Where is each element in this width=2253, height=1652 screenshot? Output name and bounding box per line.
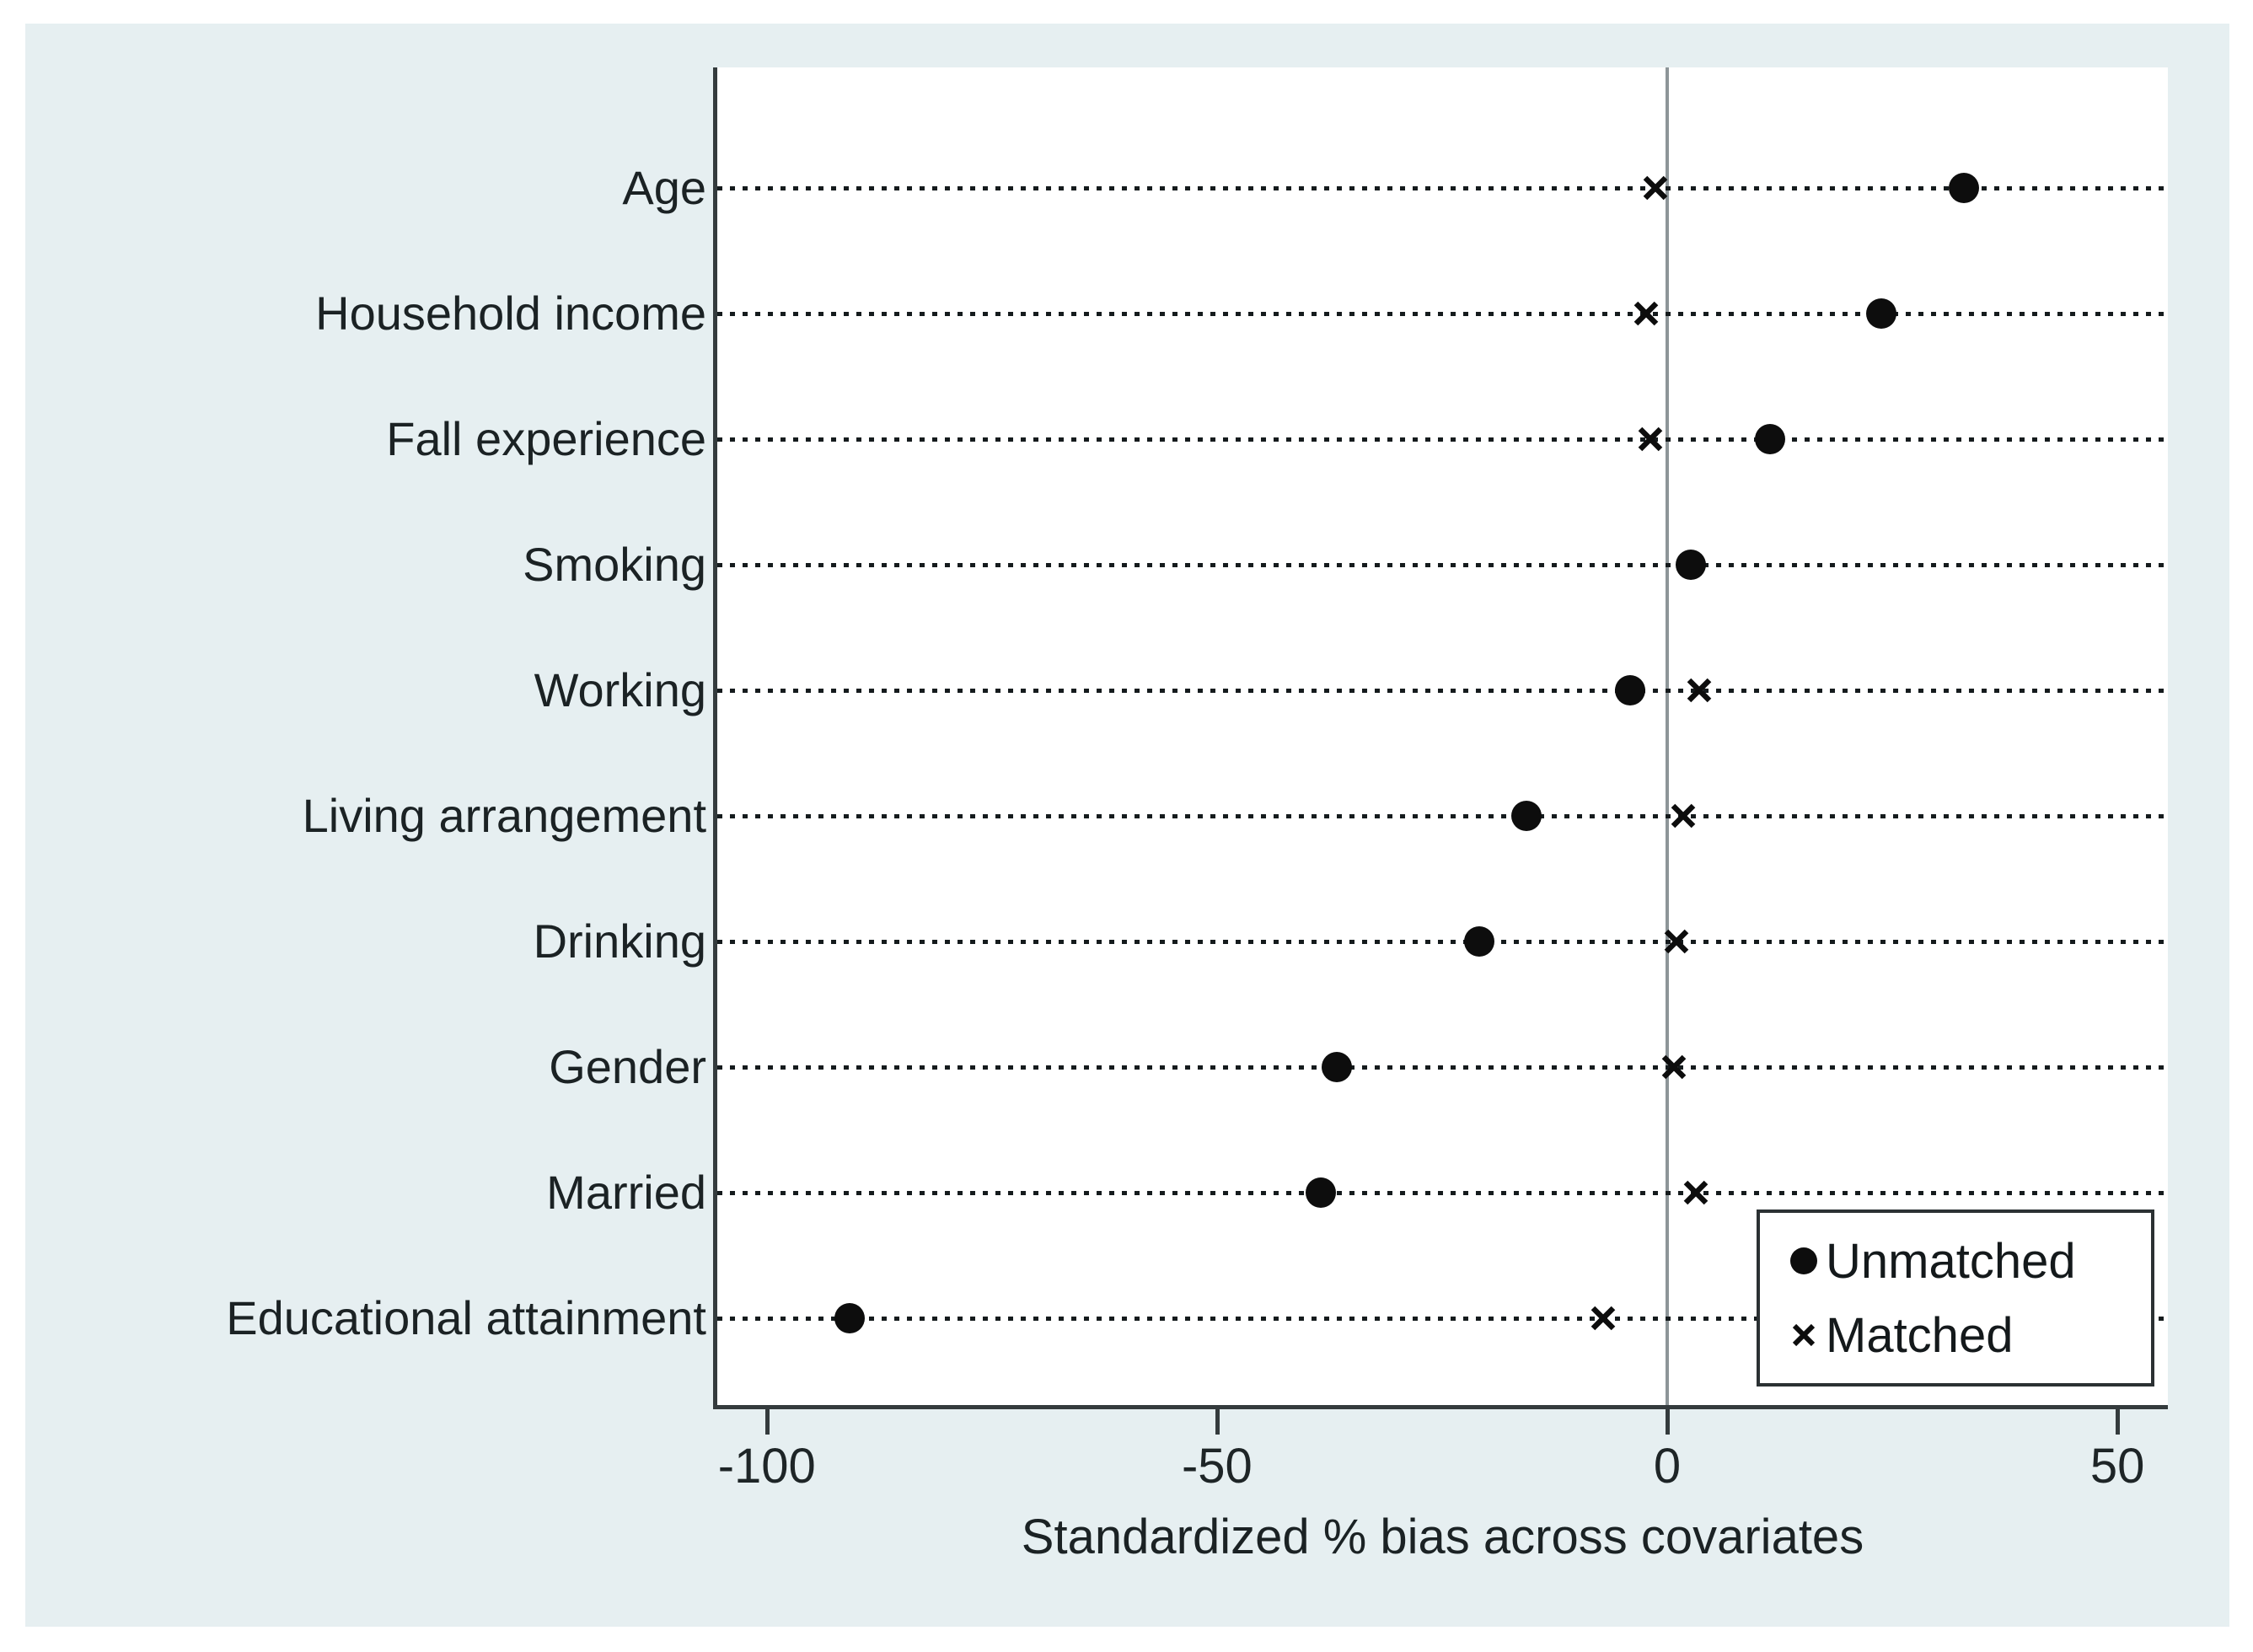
x-axis-tick: [1666, 1409, 1671, 1435]
marker-matched: [1636, 425, 1665, 453]
plot-area: [717, 67, 2168, 1405]
x-axis-line: [713, 1405, 2168, 1409]
row-dotted-line: [717, 1065, 2168, 1070]
marker-matched: [1662, 927, 1691, 956]
legend-label-matched: Matched: [1826, 1307, 2014, 1363]
marker-unmatched: [1321, 1052, 1352, 1082]
legend-item-matched: Matched: [1782, 1302, 2151, 1368]
marker-matched: [1632, 299, 1660, 328]
marker-unmatched: [1305, 1177, 1336, 1208]
marker-matched: [1660, 1053, 1688, 1081]
category-label: Age: [622, 161, 706, 214]
row-dotted-line: [717, 563, 2168, 567]
marker-matched: [1682, 1178, 1710, 1207]
marker-matched: [1685, 676, 1714, 705]
row-dotted-line: [717, 1191, 2168, 1195]
x-marker-icon: [1782, 1322, 1826, 1348]
category-label: Working: [534, 663, 706, 716]
x-axis-tick-label: 50: [2089, 1439, 2145, 1494]
x-axis-tick: [1215, 1409, 1220, 1435]
row-dotted-line: [717, 186, 2168, 190]
legend-label-unmatched: Unmatched: [1826, 1233, 2076, 1289]
row-dotted-line: [717, 1317, 2168, 1321]
category-label: Married: [546, 1166, 706, 1219]
y-axis-line: [713, 67, 717, 1409]
marker-unmatched: [1675, 550, 1706, 580]
x-axis-tick-label: -100: [717, 1439, 816, 1494]
category-label: Fall experience: [386, 412, 706, 465]
row-dotted-line: [717, 689, 2168, 693]
row-dotted-line: [717, 814, 2168, 818]
marker-matched: [1641, 174, 1670, 202]
legend-item-unmatched: Unmatched: [1782, 1228, 2151, 1294]
marker-unmatched: [1948, 173, 1979, 203]
x-axis-title: Standardized % bias across covariates: [1021, 1510, 1864, 1564]
category-label: Smoking: [523, 538, 706, 591]
legend: Unmatched Matched: [1757, 1210, 2154, 1386]
category-label: Gender: [549, 1040, 706, 1093]
marker-unmatched: [1615, 675, 1646, 705]
row-dotted-line: [717, 437, 2168, 442]
marker-unmatched: [1754, 424, 1785, 454]
row-dotted-line: [717, 940, 2168, 944]
row-dotted-line: [717, 312, 2168, 316]
x-axis-tick: [764, 1409, 770, 1435]
category-label: Drinking: [533, 914, 706, 968]
x-axis-tick-label: 0: [1653, 1439, 1682, 1494]
marker-unmatched: [834, 1303, 866, 1333]
marker-matched: [1589, 1304, 1617, 1333]
marker-unmatched: [1463, 926, 1494, 957]
category-label: Educational attainment: [226, 1291, 706, 1344]
x-axis-tick: [2116, 1409, 2121, 1435]
zero-reference-line: [1666, 67, 1670, 1405]
marker-unmatched: [1511, 801, 1542, 831]
category-label: Household income: [315, 287, 706, 340]
marker-unmatched: [1866, 298, 1897, 329]
circle-marker-icon: [1782, 1247, 1826, 1274]
marker-matched: [1669, 802, 1698, 830]
x-axis-tick-label: -50: [1181, 1439, 1253, 1494]
category-label: Living arrangement: [302, 789, 706, 842]
